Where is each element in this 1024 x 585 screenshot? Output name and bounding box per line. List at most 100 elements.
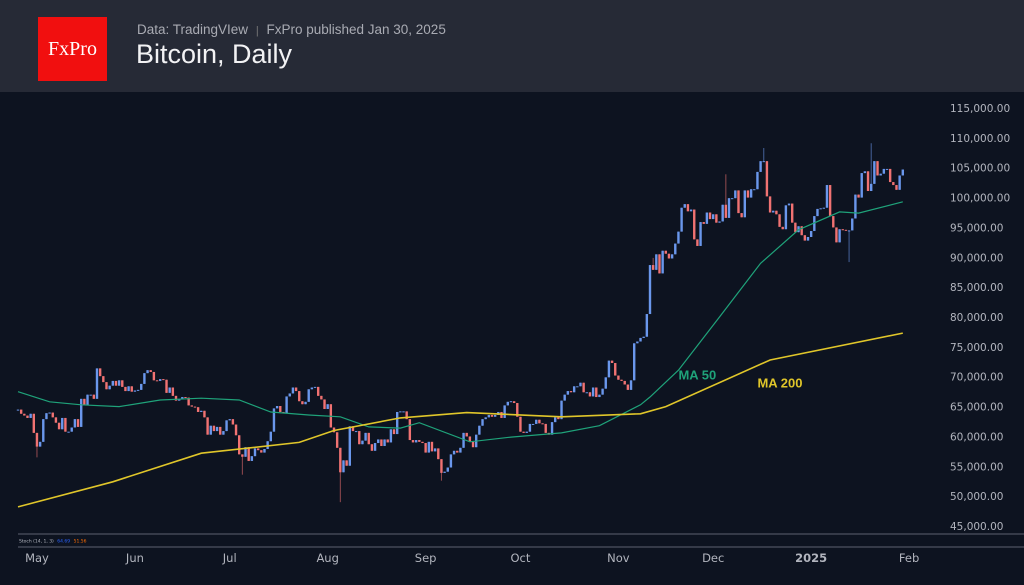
candle bbox=[294, 387, 298, 392]
candle bbox=[51, 412, 54, 418]
candle bbox=[633, 343, 636, 381]
candle bbox=[29, 413, 32, 418]
candle bbox=[285, 396, 288, 414]
candle bbox=[737, 190, 740, 214]
candle bbox=[876, 161, 879, 176]
candle bbox=[759, 161, 762, 172]
candle bbox=[768, 196, 772, 213]
candle bbox=[847, 230, 851, 232]
candle bbox=[411, 440, 415, 443]
candle bbox=[89, 394, 92, 396]
candle bbox=[882, 168, 886, 174]
candle bbox=[803, 235, 807, 241]
candle bbox=[102, 376, 105, 383]
candle bbox=[212, 425, 216, 432]
candle bbox=[699, 222, 702, 246]
candle bbox=[424, 443, 427, 453]
candle bbox=[98, 368, 102, 377]
candle bbox=[490, 414, 494, 417]
candle bbox=[121, 380, 124, 387]
candle bbox=[307, 389, 310, 402]
candle bbox=[857, 194, 860, 198]
candle bbox=[418, 440, 421, 442]
candle bbox=[108, 385, 111, 390]
candle bbox=[114, 380, 118, 386]
candle bbox=[45, 413, 48, 420]
candle bbox=[787, 203, 791, 206]
candle bbox=[617, 375, 620, 380]
candle bbox=[816, 208, 819, 217]
candle bbox=[481, 419, 484, 426]
candle bbox=[557, 417, 560, 420]
candle bbox=[895, 185, 898, 190]
candle bbox=[519, 416, 522, 432]
candle bbox=[645, 314, 649, 337]
candle bbox=[317, 386, 320, 396]
candle bbox=[32, 413, 35, 433]
candle bbox=[222, 431, 225, 435]
candle bbox=[105, 382, 108, 390]
candle bbox=[828, 185, 832, 217]
x-axis: May Jun Jul Aug Sep Oct Nov Dec 2025 Feb bbox=[25, 551, 919, 565]
candle bbox=[541, 423, 544, 425]
candle bbox=[468, 436, 472, 442]
candle bbox=[781, 226, 784, 230]
candle bbox=[765, 161, 769, 197]
candle bbox=[260, 450, 263, 453]
candle bbox=[623, 380, 626, 385]
candle bbox=[136, 389, 140, 391]
candle bbox=[241, 454, 244, 457]
candle bbox=[870, 183, 873, 192]
candle bbox=[291, 387, 295, 394]
candle bbox=[67, 431, 70, 433]
candle bbox=[762, 161, 765, 163]
candle bbox=[206, 417, 209, 435]
candle bbox=[566, 391, 570, 395]
candle bbox=[367, 432, 370, 445]
candle bbox=[721, 204, 724, 222]
candle bbox=[364, 432, 367, 441]
candle bbox=[794, 222, 797, 233]
candle bbox=[326, 404, 329, 409]
candle bbox=[791, 203, 794, 223]
candle bbox=[342, 460, 345, 473]
candle bbox=[595, 387, 598, 398]
candle bbox=[740, 213, 743, 218]
candle bbox=[484, 417, 487, 420]
candle bbox=[345, 460, 348, 466]
candle bbox=[506, 401, 509, 406]
stoch-legend: Stoch (14, 1, 3) 64.69 51.56 bbox=[19, 539, 87, 545]
candle bbox=[898, 175, 901, 190]
candle bbox=[500, 411, 503, 418]
y-tick-label: 95,000.00 bbox=[950, 222, 1003, 234]
header-bar: FxPro Data: TradingVIew | FxPro publishe… bbox=[0, 0, 1024, 92]
candle bbox=[620, 379, 623, 381]
candle bbox=[775, 210, 778, 215]
candle bbox=[48, 412, 51, 414]
source-line: Data: TradingVIew | FxPro published Jan … bbox=[137, 22, 446, 37]
fxpro-logo: FxPro bbox=[38, 17, 107, 81]
candle bbox=[718, 221, 721, 223]
candle bbox=[753, 189, 756, 191]
candle bbox=[452, 450, 456, 455]
candle bbox=[680, 207, 683, 232]
candle bbox=[844, 229, 848, 231]
candle bbox=[165, 379, 168, 393]
data-source: Data: TradingVIew bbox=[137, 22, 249, 37]
candle bbox=[531, 423, 535, 425]
candle bbox=[724, 204, 728, 218]
candle bbox=[61, 417, 64, 430]
candle bbox=[177, 399, 181, 401]
candle bbox=[459, 447, 462, 453]
candle bbox=[696, 239, 699, 246]
candle bbox=[320, 395, 323, 400]
candle bbox=[734, 190, 737, 199]
candle bbox=[478, 425, 481, 435]
candle bbox=[159, 379, 162, 381]
candle bbox=[525, 431, 528, 433]
candle bbox=[854, 194, 857, 219]
candle bbox=[76, 419, 80, 427]
candle bbox=[95, 368, 99, 399]
candle bbox=[809, 231, 813, 237]
candle bbox=[822, 207, 825, 209]
